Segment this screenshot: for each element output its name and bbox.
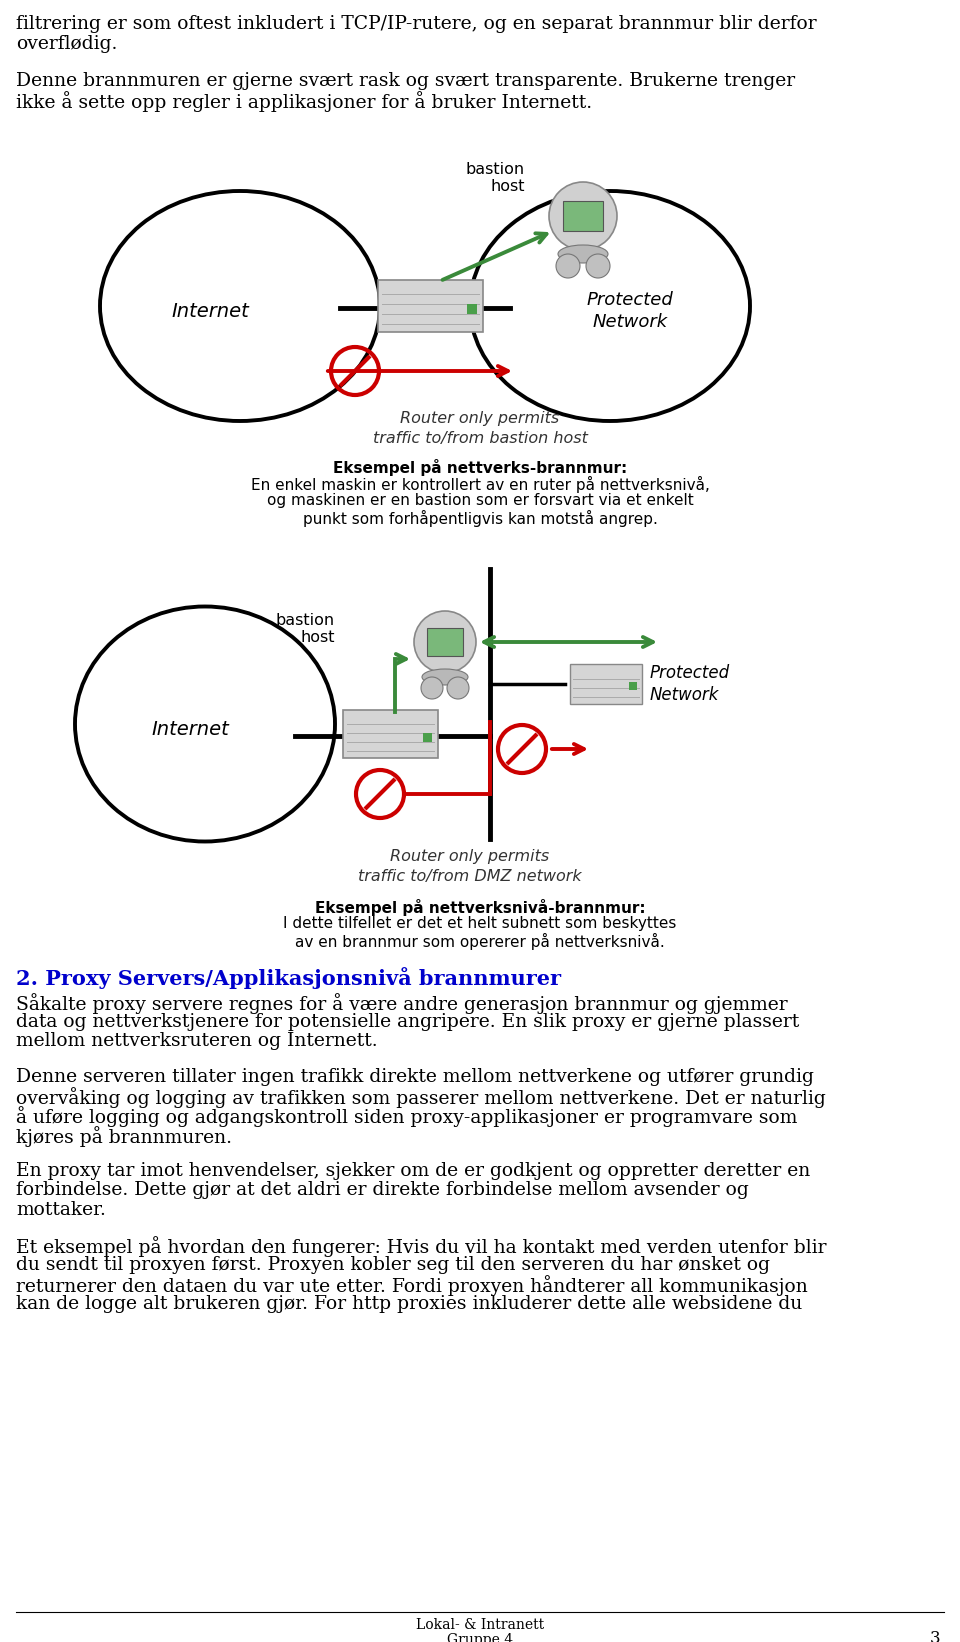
Text: kjøres på brannmuren.: kjøres på brannmuren. xyxy=(16,1126,232,1148)
Text: I dette tilfellet er det et helt subnett som beskyttes: I dette tilfellet er det et helt subnett… xyxy=(283,916,677,931)
Text: Såkalte proxy servere regnes for å være andre generasjon brannmur og gjemmer: Såkalte proxy servere regnes for å være … xyxy=(16,993,787,1015)
Text: å uføre logging og adgangskontroll siden proxy-applikasjoner er programvare som: å uføre logging og adgangskontroll siden… xyxy=(16,1107,798,1128)
Text: kan de logge alt brukeren gjør. For http proxies inkluderer dette alle websidene: kan de logge alt brukeren gjør. For http… xyxy=(16,1294,803,1312)
Circle shape xyxy=(586,255,610,277)
Text: Protected
Network: Protected Network xyxy=(587,291,673,332)
Text: data og nettverkstjenere for potensielle angripere. En slik proxy er gjerne plas: data og nettverkstjenere for potensielle… xyxy=(16,1013,800,1031)
Bar xyxy=(423,732,432,742)
Text: Et eksempel på hvordan den fungerer: Hvis du vil ha kontakt med verden utenfor b: Et eksempel på hvordan den fungerer: Hvi… xyxy=(16,1236,827,1258)
Bar xyxy=(427,627,463,657)
Ellipse shape xyxy=(558,245,608,263)
Text: filtrering er som oftest inkludert i TCP/IP-rutere, og en separat brannmur blir : filtrering er som oftest inkludert i TCP… xyxy=(16,15,817,33)
Text: En proxy tar imot henvendelser, sjekker om de er godkjent og oppretter deretter : En proxy tar imot henvendelser, sjekker … xyxy=(16,1161,810,1179)
Circle shape xyxy=(447,677,469,699)
Text: Internet: Internet xyxy=(151,719,228,739)
FancyBboxPatch shape xyxy=(570,663,642,704)
FancyBboxPatch shape xyxy=(343,709,438,759)
Text: 2. Proxy Servers/Applikasjonsnivå brannmurer: 2. Proxy Servers/Applikasjonsnivå brannm… xyxy=(16,967,561,988)
Text: Eksempel på nettverks-brannmur:: Eksempel på nettverks-brannmur: xyxy=(333,460,627,476)
Text: ikke å sette opp regler i applikasjoner for å bruker Internett.: ikke å sette opp regler i applikasjoner … xyxy=(16,92,592,112)
Text: Router only permits
traffic to/from DMZ network: Router only permits traffic to/from DMZ … xyxy=(358,849,582,883)
Ellipse shape xyxy=(414,611,476,673)
Bar xyxy=(629,681,637,690)
Text: Denne brannmuren er gjerne svært rask og svært transparente. Brukerne trenger: Denne brannmuren er gjerne svært rask og… xyxy=(16,72,795,90)
Text: Protected
Network: Protected Network xyxy=(650,663,731,704)
Text: Denne serveren tillater ingen trafikk direkte mellom nettverkene og utfører grun: Denne serveren tillater ingen trafikk di… xyxy=(16,1067,814,1085)
Text: forbindelse. Dette gjør at det aldri er direkte forbindelse mellom avsender og: forbindelse. Dette gjør at det aldri er … xyxy=(16,1181,749,1199)
Text: Router only permits
traffic to/from bastion host: Router only permits traffic to/from bast… xyxy=(372,410,588,445)
Text: En enkel maskin er kontrollert av en ruter på nettverksnivå,: En enkel maskin er kontrollert av en rut… xyxy=(251,476,709,493)
FancyBboxPatch shape xyxy=(378,281,483,332)
Text: Gruppe 4: Gruppe 4 xyxy=(447,1634,513,1642)
Circle shape xyxy=(421,677,443,699)
Text: du sendt til proxyen først. Proxyen kobler seg til den serveren du har ønsket og: du sendt til proxyen først. Proxyen kobl… xyxy=(16,1256,770,1274)
Text: Eksempel på nettverksnivå-brannmur:: Eksempel på nettverksnivå-brannmur: xyxy=(315,900,645,916)
Text: og maskinen er en bastion som er forsvart via et enkelt: og maskinen er en bastion som er forsvar… xyxy=(267,493,693,507)
Bar xyxy=(563,200,603,232)
Text: Internet: Internet xyxy=(171,302,249,320)
Text: mellom nettverksruteren og Internett.: mellom nettverksruteren og Internett. xyxy=(16,1033,377,1049)
Text: overvåking og logging av trafikken som passerer mellom nettverkene. Det er natur: overvåking og logging av trafikken som p… xyxy=(16,1087,826,1108)
Text: returnerer den dataen du var ute etter. Fordi proxyen håndterer all kommunikasjo: returnerer den dataen du var ute etter. … xyxy=(16,1274,807,1296)
Text: overflødig.: overflødig. xyxy=(16,34,117,53)
Text: punkt som forhåpentligvis kan motstå angrep.: punkt som forhåpentligvis kan motstå ang… xyxy=(302,511,658,527)
Text: 3: 3 xyxy=(929,1631,940,1642)
Text: av en brannmur som opererer på nettverksnivå.: av en brannmur som opererer på nettverks… xyxy=(295,933,665,951)
Text: bastion
host: bastion host xyxy=(466,163,525,194)
Ellipse shape xyxy=(549,182,617,250)
Circle shape xyxy=(556,255,580,277)
Text: bastion
host: bastion host xyxy=(276,612,335,645)
Ellipse shape xyxy=(422,668,468,685)
Bar xyxy=(467,304,477,314)
Text: mottaker.: mottaker. xyxy=(16,1200,106,1218)
Text: Lokal- & Intranett: Lokal- & Intranett xyxy=(416,1617,544,1632)
